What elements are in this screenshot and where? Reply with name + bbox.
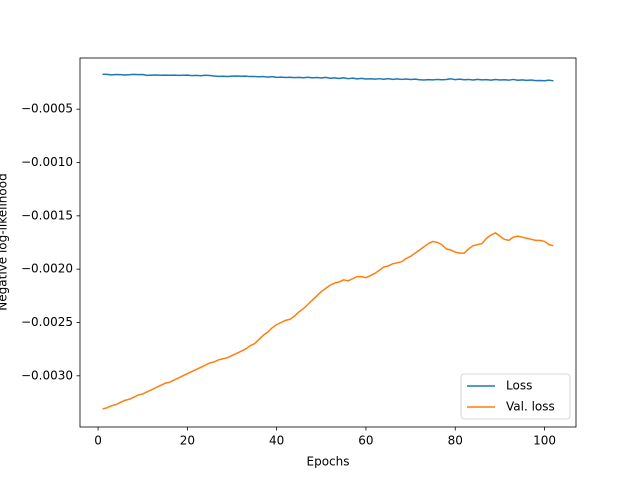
y-tick-label: −0.0025 bbox=[21, 315, 73, 329]
x-tick-label: 20 bbox=[180, 434, 195, 448]
x-tick-label: 40 bbox=[269, 434, 284, 448]
y-tick-label: −0.0020 bbox=[21, 262, 73, 276]
y-tick-label: −0.0030 bbox=[21, 368, 73, 382]
legend-label: Loss bbox=[506, 379, 532, 393]
legend-label: Val. loss bbox=[506, 400, 555, 414]
y-axis-label: Negative log-likelihood bbox=[0, 173, 10, 310]
x-axis-label: Epochs bbox=[307, 455, 350, 469]
series-line bbox=[102, 73, 554, 82]
y-tick-label: −0.0005 bbox=[21, 102, 73, 116]
y-tick-label: −0.0015 bbox=[21, 208, 73, 222]
x-tick-label: 100 bbox=[533, 434, 556, 448]
y-tick-label: −0.0010 bbox=[21, 155, 73, 169]
series-line bbox=[102, 232, 554, 410]
plot-frame bbox=[79, 57, 577, 428]
x-tick-label: 0 bbox=[94, 434, 102, 448]
x-tick-label: 60 bbox=[358, 434, 373, 448]
x-tick-label: 80 bbox=[448, 434, 463, 448]
